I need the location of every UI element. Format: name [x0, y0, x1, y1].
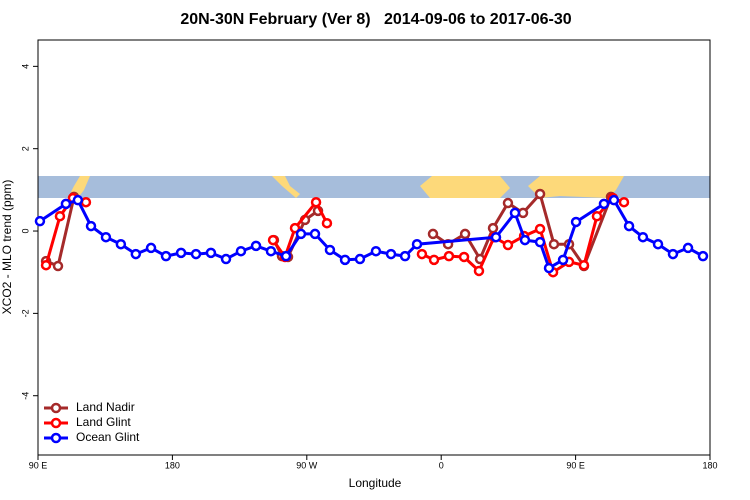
data-point: [548, 238, 560, 250]
data-point: [458, 251, 470, 263]
data-point: [399, 250, 411, 262]
data-point: [100, 231, 112, 243]
data-point: [115, 238, 127, 250]
data-point: [324, 244, 336, 256]
data-point: [427, 228, 439, 240]
legend-marker: [50, 402, 62, 414]
data-point: [160, 250, 172, 262]
data-point: [310, 196, 322, 208]
data-point: [190, 248, 202, 260]
y-tick-label: -4: [20, 392, 30, 400]
data-point: [502, 197, 514, 209]
data-point: [443, 250, 455, 262]
data-point: [490, 231, 502, 243]
data-point: [598, 198, 610, 210]
data-point: [623, 220, 635, 232]
data-point: [411, 238, 423, 250]
data-point: [517, 207, 529, 219]
data-point: [321, 217, 333, 229]
legend-marker: [50, 417, 62, 429]
data-point: [339, 254, 351, 266]
legend-label: Land Glint: [76, 415, 131, 429]
data-point: [130, 248, 142, 260]
data-point: [459, 228, 471, 240]
legend-marker: [50, 432, 62, 444]
data-point: [534, 223, 546, 235]
data-point: [534, 188, 546, 200]
data-point: [534, 236, 546, 248]
data-point: [235, 245, 247, 257]
data-point: [591, 210, 603, 222]
x-tick-label: 180: [702, 460, 717, 470]
data-point: [502, 239, 514, 251]
plot-frame: [37, 39, 711, 456]
data-point: [295, 228, 307, 240]
data-point: [54, 210, 66, 222]
data-point: [473, 265, 485, 277]
data-point: [667, 248, 679, 260]
data-point: [220, 253, 232, 265]
data-point: [543, 262, 555, 274]
data-point: [265, 245, 277, 257]
data-point: [557, 254, 569, 266]
data-point: [145, 242, 157, 254]
data-point: [370, 245, 382, 257]
data-point: [309, 228, 321, 240]
data-point: [509, 207, 521, 219]
y-tick-label: -2: [20, 309, 30, 317]
data-point: [519, 234, 531, 246]
data-point: [637, 231, 649, 243]
data-point: [80, 196, 92, 208]
x-tick-label: 180: [165, 460, 180, 470]
data-point: [570, 216, 582, 228]
x-tick-label: 0: [439, 460, 444, 470]
data-point: [385, 248, 397, 260]
data-point: [85, 220, 97, 232]
x-axis-label: Longitude: [349, 476, 402, 490]
x-tick-label: 90 W: [296, 460, 318, 470]
y-tick-label: 4: [20, 64, 30, 69]
data-point: [354, 253, 366, 265]
y-tick-label: 0: [20, 229, 30, 234]
y-tick-label: 2: [20, 146, 30, 151]
data-point: [578, 259, 590, 271]
legend-label: Ocean Glint: [76, 430, 140, 444]
data-point: [175, 247, 187, 259]
data-point: [697, 250, 709, 262]
y-axis-label: XCO2 - MLO trend (ppm): [0, 180, 14, 315]
data-point: [60, 198, 72, 210]
data-point: [40, 259, 52, 271]
data-point: [205, 247, 217, 259]
legend-label: Land Nadir: [76, 400, 135, 414]
x-tick-label: 90 E: [566, 460, 585, 470]
data-point: [428, 254, 440, 266]
data-point: [608, 194, 620, 206]
data-point: [280, 250, 292, 262]
x-tick-label: 90 E: [29, 460, 48, 470]
series-line: [44, 196, 625, 275]
data-point: [267, 234, 279, 246]
chart-title: 20N-30N February (Ver 8) 2014-09-06 to 2…: [180, 11, 571, 28]
data-point: [416, 248, 428, 260]
data-point: [72, 194, 84, 206]
data-point: [618, 196, 630, 208]
data-point: [250, 240, 262, 252]
data-point: [34, 215, 46, 227]
data-point: [487, 222, 499, 234]
data-point: [52, 260, 64, 272]
data-point: [652, 238, 664, 250]
data-point: [682, 242, 694, 254]
data-point: [289, 222, 301, 234]
